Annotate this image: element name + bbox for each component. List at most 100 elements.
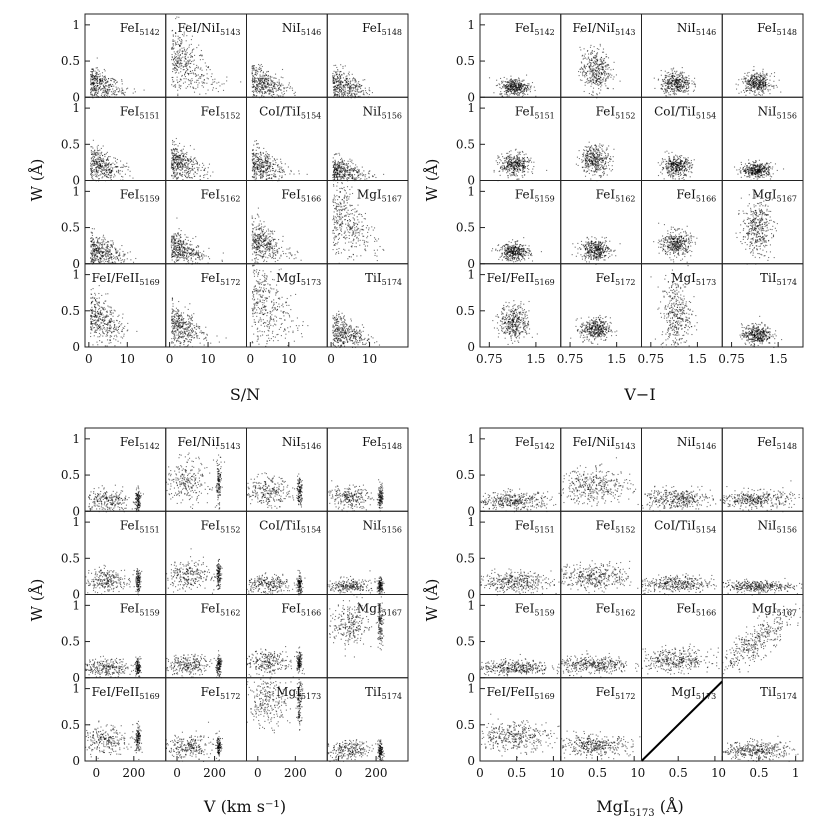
scatter-point (99, 256, 101, 259)
scatter-point (344, 170, 346, 172)
scatter-point (108, 156, 110, 158)
scatter-point (172, 167, 175, 169)
scatter-point (92, 309, 94, 311)
scatter-point (97, 89, 99, 91)
scatter-point (176, 260, 178, 262)
scatter-point (177, 59, 179, 61)
scatter-point (92, 85, 94, 87)
scatter-point (273, 253, 275, 255)
scatter-point (109, 84, 111, 86)
scatter-point (188, 160, 190, 162)
scatter-point (197, 86, 199, 88)
scatter-point (343, 178, 345, 180)
scatter-point (180, 40, 182, 43)
scatter-point (350, 213, 352, 215)
scatter-point (102, 91, 104, 94)
scatter-point (181, 34, 184, 36)
scatter-point (175, 137, 177, 140)
scatter-point (257, 233, 259, 235)
scatter-point (337, 238, 340, 241)
scatter-point (95, 78, 97, 80)
scatter-point (172, 167, 174, 169)
scatter-point (108, 327, 110, 329)
scatter-point (276, 85, 279, 87)
scatter-point (187, 56, 189, 58)
scatter-point (110, 257, 113, 259)
scatter-point (97, 313, 100, 315)
scatter-point (180, 251, 182, 253)
scatter-point (107, 159, 109, 161)
scatter-point (334, 219, 336, 221)
scatter-point (199, 252, 201, 254)
scatter-point (335, 153, 337, 155)
scatter-point (334, 168, 337, 171)
scatter-point (344, 65, 346, 67)
scatter-point (176, 168, 178, 170)
scatter-point (337, 251, 339, 253)
scatter-point (187, 169, 189, 171)
scatter-point (95, 329, 97, 331)
scatter-point (267, 237, 269, 239)
scatter-point (207, 167, 209, 169)
scatter-point (93, 86, 95, 88)
scatter-point (91, 306, 93, 308)
scatter-point (267, 76, 269, 78)
scatter-point (278, 169, 280, 171)
scatter-point (174, 86, 176, 88)
scatter-points (251, 207, 302, 264)
scatter-point (338, 87, 340, 89)
scatter-point (261, 158, 263, 160)
scatter-point (259, 151, 262, 153)
scatter-point (253, 80, 255, 82)
scatter-point (339, 175, 341, 177)
scatter-point (97, 250, 99, 252)
scatter-point (273, 158, 275, 160)
scatter-point (179, 57, 181, 59)
scatter-point (173, 173, 175, 175)
scatter-point (109, 251, 111, 253)
scatter-point (186, 254, 188, 256)
scatter-point (221, 83, 223, 85)
scatter-point (99, 248, 101, 250)
scatter-point (267, 77, 269, 80)
scatter-point (94, 154, 96, 156)
scatter-point (116, 257, 119, 259)
scatter-point (267, 79, 269, 81)
scatter-point (203, 169, 206, 172)
scatter-point (100, 325, 102, 327)
scatter-point (182, 171, 184, 173)
scatter-point (210, 83, 212, 85)
scatter-point (267, 74, 270, 77)
scatter-point (90, 149, 92, 152)
scatter-point (283, 88, 285, 90)
scatter-point (102, 325, 104, 327)
scatter-point (185, 53, 187, 55)
scatter-point (177, 164, 179, 166)
scatter-point (176, 64, 178, 67)
scatter-point (186, 153, 188, 155)
scatter-point (171, 299, 173, 301)
scatter-point (365, 174, 367, 176)
scatter-point (263, 77, 265, 79)
scatter-point (188, 177, 191, 179)
scatter-point (95, 308, 97, 310)
scatter-point (190, 248, 192, 250)
scatter-point (171, 174, 173, 176)
scatter-point (121, 166, 123, 168)
scatter-point (361, 215, 363, 217)
scatter-point (115, 79, 117, 82)
scatter-point (348, 92, 350, 94)
scatter-point (99, 78, 102, 80)
scatter-point (254, 79, 256, 81)
scatter-point (266, 172, 268, 174)
scatter-point (257, 160, 259, 163)
scatter-point (97, 242, 99, 244)
scatter-point (357, 240, 359, 242)
scatter-point (339, 85, 341, 87)
scatter-point (183, 258, 185, 260)
scatter-point (353, 169, 355, 171)
scatter-point (338, 164, 340, 167)
scatter-point (252, 77, 254, 79)
panel-label: FeI5148 (362, 21, 402, 37)
